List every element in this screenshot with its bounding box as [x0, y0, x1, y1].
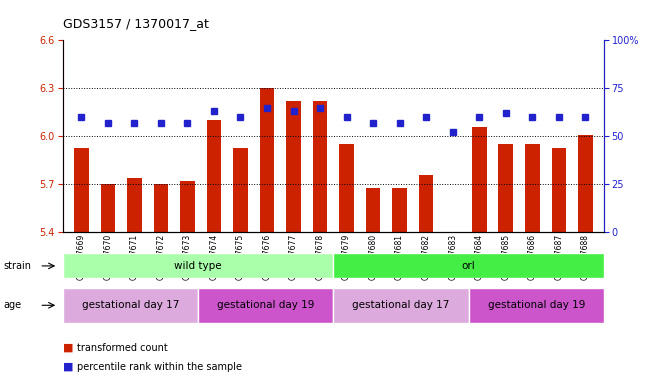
Bar — [333, 288, 469, 323]
Bar — [207, 120, 221, 232]
Bar — [180, 181, 195, 232]
Bar — [392, 187, 407, 232]
Text: percentile rank within the sample: percentile rank within the sample — [77, 362, 242, 372]
Bar — [198, 288, 333, 323]
Bar — [366, 187, 380, 232]
Bar — [333, 253, 604, 278]
Text: transformed count: transformed count — [77, 343, 168, 353]
Bar — [233, 147, 248, 232]
Bar — [578, 135, 593, 232]
Bar — [63, 253, 333, 278]
Text: gestational day 17: gestational day 17 — [352, 300, 449, 310]
Bar — [74, 147, 88, 232]
Text: orl: orl — [462, 261, 475, 271]
Text: gestational day 17: gestational day 17 — [82, 300, 179, 310]
Bar — [339, 144, 354, 232]
Bar — [472, 127, 486, 232]
Bar — [498, 144, 513, 232]
Bar — [286, 101, 301, 232]
Text: ■: ■ — [63, 362, 73, 372]
Bar — [100, 184, 115, 232]
Text: gestational day 19: gestational day 19 — [488, 300, 585, 310]
Bar — [525, 144, 540, 232]
Text: age: age — [3, 300, 21, 310]
Bar — [127, 178, 142, 232]
Bar — [154, 184, 168, 232]
Text: gestational day 19: gestational day 19 — [217, 300, 314, 310]
Text: strain: strain — [3, 261, 31, 271]
Bar — [259, 88, 275, 232]
Bar — [552, 147, 566, 232]
Bar — [469, 288, 604, 323]
Bar — [313, 101, 327, 232]
Bar — [63, 288, 198, 323]
Text: wild type: wild type — [174, 261, 222, 271]
Bar — [419, 175, 434, 232]
Text: ■: ■ — [63, 343, 73, 353]
Text: GDS3157 / 1370017_at: GDS3157 / 1370017_at — [63, 17, 209, 30]
